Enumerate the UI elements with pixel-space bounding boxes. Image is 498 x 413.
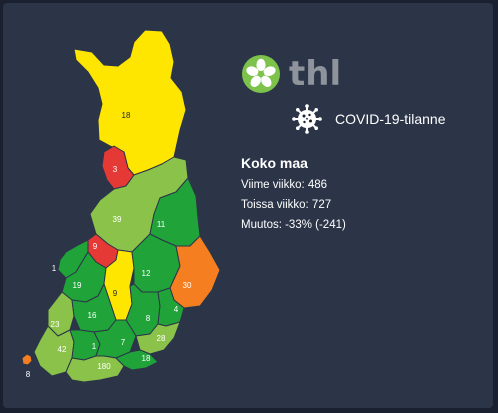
thl-logo: thl [241,54,341,94]
region-label: 7 [121,338,126,347]
stats-heading: Koko maa [241,155,308,171]
national-stats: Koko maa Viime viikko: 486 Toissa viikko… [241,155,346,235]
virus-icon [292,104,322,134]
region-label: 28 [157,334,166,343]
region-kymenlaakso[interactable] [115,349,159,371]
region-label: 30 [183,281,192,290]
region-hus[interactable] [65,355,125,383]
thl-flower-icon [242,55,280,93]
region-label: 8 [146,314,151,323]
region-label: 18 [142,354,151,363]
region-label: 180 [97,362,111,371]
region-label: 4 [174,305,179,314]
region-pohjois-karjala[interactable] [169,235,221,309]
region-label: 1 [52,264,57,273]
region-label: 11 [157,220,166,229]
region-label: 16 [88,311,97,320]
region-label: 39 [113,215,122,224]
region-label: 1 [92,342,97,351]
covid-title: COVID-19-tilanne [292,104,446,134]
region-ahvenanmaa[interactable] [21,353,33,366]
thl-logo-text: thl [289,54,342,94]
region-label: 9 [113,289,118,298]
stats-change: Muutos: -33% (-241) [241,219,346,231]
region-label: 12 [142,269,151,278]
region-label: 23 [51,320,60,329]
region-label: 3 [113,165,118,174]
region-label: 19 [73,281,82,290]
stats-last-week: Viime viikko: 486 [241,179,328,191]
region-label: 9 [93,242,98,251]
stats-week-before: Toissa viikko: 727 [241,199,332,211]
region-lappi[interactable] [73,29,187,176]
region-label: 18 [122,111,131,120]
region-label: 42 [58,345,67,354]
region-label: 8 [26,370,31,379]
covid-title-label: COVID-19-tilanne [335,111,446,127]
